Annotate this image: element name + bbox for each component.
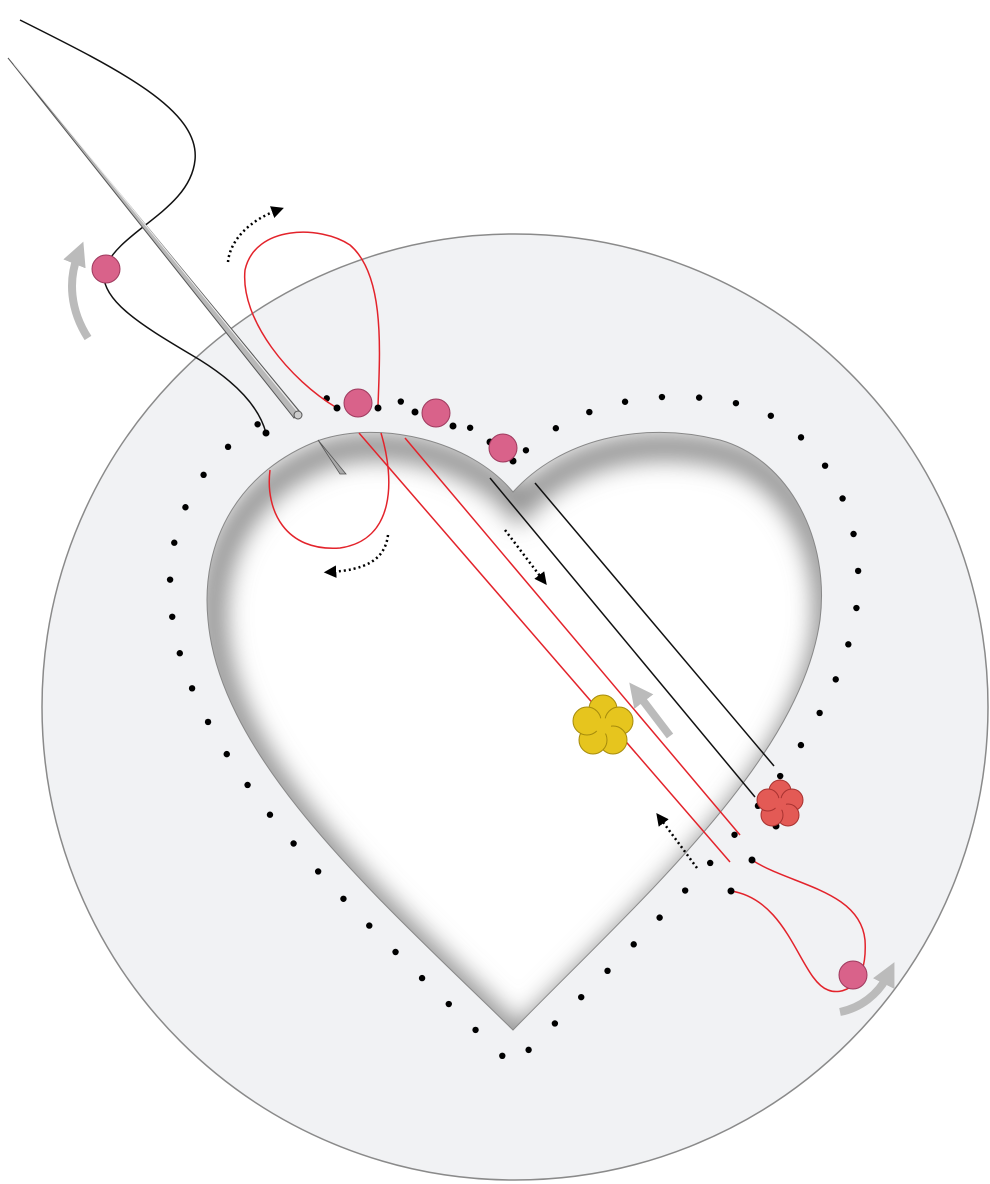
stitch-hole	[166, 576, 174, 583]
red-flower	[756, 779, 804, 827]
stitch-hole	[681, 887, 689, 894]
stitch-hole	[816, 709, 823, 717]
stitch-hole	[522, 447, 530, 454]
stitch-hole	[204, 718, 212, 726]
stitch-hole	[630, 941, 637, 948]
stitch-hole	[314, 868, 322, 875]
yellow-flower	[572, 694, 634, 755]
thread-holes	[262, 404, 780, 895]
stitch-hole	[658, 393, 666, 401]
stitch-hole	[392, 948, 399, 956]
stitch-hole	[499, 1052, 506, 1060]
stitch-hole	[169, 613, 176, 620]
heart-cutout	[206, 431, 822, 1031]
stitch-hole	[200, 471, 207, 479]
needle	[7, 57, 347, 475]
beads	[91, 254, 868, 990]
stitch-hole	[418, 974, 426, 982]
stitch-hole	[604, 967, 611, 975]
stitch-hole	[731, 831, 738, 838]
stitch-hole	[366, 922, 373, 929]
stitch-hole	[821, 462, 829, 469]
stitch-hole	[578, 993, 585, 1001]
stitch-hole	[171, 539, 178, 546]
stitch-hole	[732, 399, 740, 407]
stitch-hole	[767, 412, 775, 419]
stitch-hole	[466, 424, 474, 431]
stitch-hole	[244, 781, 251, 789]
motion-arrows	[63, 241, 895, 1016]
stitch-hole	[839, 495, 846, 502]
stitch-hole	[845, 641, 852, 648]
stitch-hole	[552, 425, 560, 432]
stitch-hole	[290, 840, 297, 847]
stitch-hole	[832, 676, 839, 683]
stitch-hole	[551, 1020, 559, 1027]
black-thread	[19, 19, 775, 798]
stitch-hole	[176, 650, 183, 657]
stitch-hole	[850, 530, 857, 538]
stitch-hole	[224, 443, 232, 451]
stitch-hole	[472, 1026, 479, 1034]
stitch-hole	[797, 741, 805, 749]
stitch-hole	[445, 1000, 452, 1008]
stitch-hole	[182, 504, 189, 511]
stitch-hole	[621, 398, 629, 405]
red-thread	[243, 231, 866, 993]
stitch-hole	[397, 398, 405, 405]
stitch-hole	[706, 859, 714, 867]
stitch-hole	[525, 1046, 532, 1054]
stitch-hole	[188, 685, 196, 692]
stitch-hole	[797, 434, 805, 441]
stitch-hole	[777, 772, 784, 780]
stitch-hole	[254, 421, 261, 428]
stitch-hole	[223, 750, 230, 758]
stitch-hole	[656, 914, 663, 921]
stitch-hole	[853, 604, 860, 612]
direction-arrows	[226, 206, 699, 869]
stitch-hole	[340, 895, 347, 902]
stitch-hole	[854, 567, 862, 575]
stitch-hole	[586, 408, 593, 416]
stitch-hole	[266, 811, 274, 818]
stitch-hole	[695, 394, 703, 401]
